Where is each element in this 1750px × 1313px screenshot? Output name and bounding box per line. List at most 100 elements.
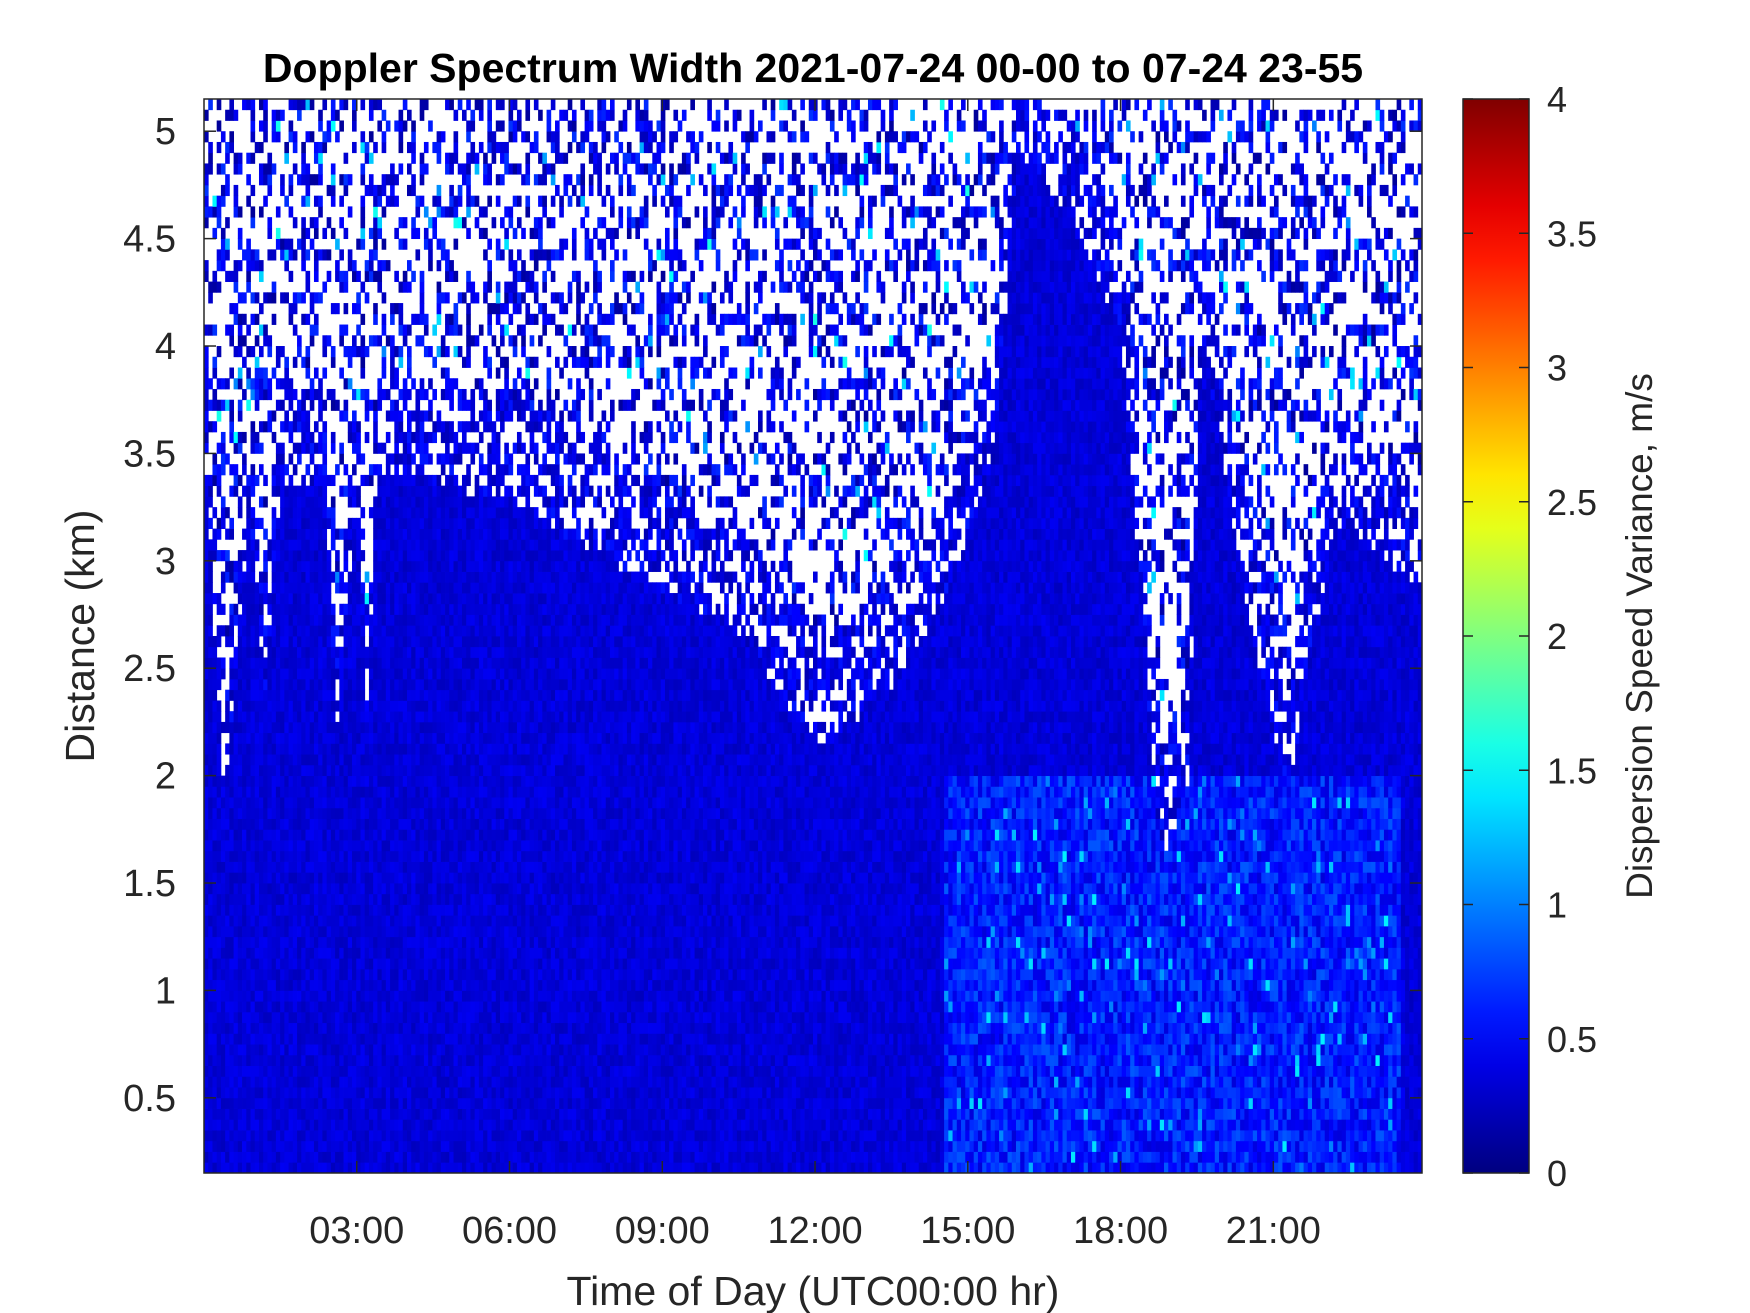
heatmap-cell [445,453,450,465]
heatmap-cell [381,689,387,701]
heatmap-cell [233,915,239,927]
heatmap-cell [352,689,357,701]
heatmap-cell [436,700,442,712]
heatmap-cell [415,1001,421,1013]
heatmap-cell [335,850,340,862]
heatmap-cell [453,678,459,691]
heatmap-cell [347,861,353,873]
heatmap-cell [385,614,391,626]
heatmap-cell [233,485,239,497]
heatmap-cell [343,1076,349,1088]
heatmap-cell [415,947,421,959]
heatmap-cell [258,174,264,186]
heatmap-cell [466,550,471,562]
heatmap-cell [385,1087,391,1099]
heatmap-cell [330,840,336,852]
heatmap-cell [309,1130,315,1142]
heatmap-cell [432,1011,438,1024]
heatmap-cell [212,356,218,368]
heatmap-cell [305,1108,311,1120]
heatmap-cell [229,775,235,787]
heatmap-cell [457,442,463,454]
heatmap-cell [326,829,332,841]
heatmap-cell [204,582,209,594]
heatmap-cell [271,281,277,293]
heatmap-cell [356,1054,361,1066]
heatmap-cell [229,850,235,862]
heatmap-cell [445,313,450,325]
heatmap-cell [368,979,374,991]
heatmap-cell [457,1162,463,1173]
heatmap-cell [301,754,306,766]
heatmap-cell [229,807,235,819]
heatmap-cell [377,593,383,605]
heatmap-cell [322,625,328,637]
heatmap-cell [229,367,235,379]
heatmap-cell [377,550,383,562]
heatmap-cell [461,1076,467,1088]
heatmap-cell [381,958,387,970]
heatmap-cell [225,152,230,164]
heatmap-cell [352,958,357,970]
heatmap-cell [390,925,395,938]
heatmap-cell [313,893,319,905]
heatmap-cell [368,1044,374,1056]
heatmap-cell [436,1044,442,1056]
heatmap-cell [326,507,332,519]
heatmap-cell [377,636,383,648]
heatmap-cell [466,163,471,175]
heatmap-cell [428,700,433,712]
heatmap-cell [305,270,311,282]
heatmap-cell [318,1022,323,1034]
heatmap-cell [390,1044,395,1056]
heatmap-cell [466,732,471,744]
heatmap-cell [204,1011,209,1024]
heatmap-cell [415,539,421,551]
heatmap-cell [423,410,429,422]
heatmap-cell [436,453,442,465]
heatmap-cell [297,1119,302,1131]
heatmap-cell [478,1151,484,1163]
heatmap-cell [343,990,349,1002]
heatmap-cell [356,431,361,444]
heatmap-cell [423,711,429,723]
heatmap-cell [385,625,391,637]
heatmap-cell [297,571,302,583]
heatmap-cell [445,968,450,981]
heatmap-cell [364,1108,370,1120]
heatmap-cell [335,958,340,970]
heatmap-cell [453,507,459,519]
heatmap-cell [330,109,336,121]
heatmap-cell [440,206,446,218]
heatmap-cell [352,1033,357,1045]
heatmap-cell [360,743,366,755]
heatmap-cell [381,990,387,1002]
heatmap-cell [309,550,315,562]
heatmap-cell [208,786,213,798]
heatmap-cell [457,915,463,927]
heatmap-cell [216,517,222,529]
heatmap-cell [326,1001,332,1013]
heatmap-cell [208,206,213,218]
heatmap-cell [284,711,289,723]
heatmap-cell [292,958,298,970]
heatmap-cell [385,1001,391,1013]
heatmap-cell [309,1011,315,1024]
heatmap-cell [318,883,323,895]
heatmap-cell [301,968,306,981]
heatmap-cell [242,1054,247,1066]
heatmap-cell [423,850,429,862]
heatmap-cell [309,668,315,680]
heatmap-cell [445,367,450,379]
heatmap-cell [330,356,336,368]
heatmap-cell [436,678,442,691]
heatmap-cell [271,603,277,615]
heatmap-cell [398,313,404,325]
heatmap-cell [377,378,383,390]
heatmap-cell [258,678,264,691]
heatmap-cell [267,1130,273,1142]
heatmap-cell [440,421,446,433]
heatmap-cell [445,646,450,658]
heatmap-cell [381,1001,387,1013]
heatmap-cell [322,571,328,583]
